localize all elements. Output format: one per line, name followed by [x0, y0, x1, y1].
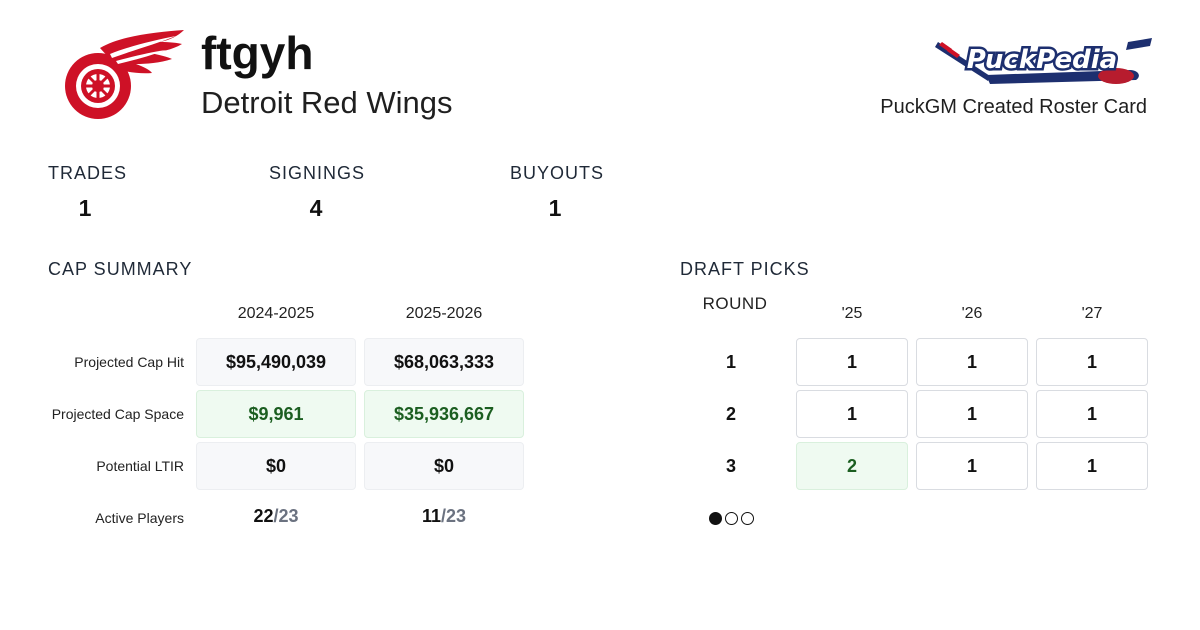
year-header: '27 — [1081, 305, 1103, 322]
cap-hit-label: Projected Cap Hit — [74, 354, 184, 370]
pick-cell: 1 — [916, 442, 1028, 490]
pick-cell: 1 — [1036, 390, 1148, 438]
pick-cell: 1 — [796, 390, 908, 438]
card-label: PuckGM Created Roster Card — [880, 96, 1147, 118]
buyouts-label: BUYOUTS — [510, 163, 605, 183]
ltir-cell: $0 — [196, 442, 356, 490]
season-header: 2024-2025 — [237, 305, 315, 322]
active-players-value: 22/23 — [196, 506, 356, 527]
team-name: Detroit Red Wings — [201, 85, 453, 120]
pick-cell: 1 — [916, 338, 1028, 386]
pick-cell: 1 — [796, 338, 908, 386]
puckpedia-logo-icon: PuckPedia — [935, 38, 1152, 84]
pagination-dot[interactable] — [725, 512, 738, 525]
active-players-max: /23 — [441, 506, 467, 526]
cap-hit-cell: $95,490,039 — [196, 338, 356, 386]
cap-hit-cell: $68,063,333 — [364, 338, 524, 386]
pick-cell: 1 — [1036, 338, 1148, 386]
ltir-label: Potential LTIR — [96, 458, 184, 474]
active-players-value: 11/23 — [364, 506, 524, 527]
active-players-count: 22 — [253, 506, 274, 526]
red-wings-logo-icon — [65, 30, 184, 119]
cap-space-cell: $35,936,667 — [364, 390, 524, 438]
trades-label: TRADES — [48, 163, 128, 183]
cap-space-label: Projected Cap Space — [51, 406, 184, 422]
signings-label: SIGNINGS — [269, 163, 366, 183]
draft-picks-title: DRAFT PICKS — [680, 259, 810, 279]
round-number: 2 — [725, 404, 736, 424]
pick-cell: 1 — [1036, 442, 1148, 490]
pick-cell: 1 — [916, 390, 1028, 438]
cap-summary-title: CAP SUMMARY — [48, 259, 193, 279]
buyouts-value: 1 — [548, 195, 562, 221]
year-header: '25 — [841, 305, 863, 322]
round-number: 3 — [725, 456, 736, 476]
pagination-dots — [709, 512, 754, 525]
pagination-dot-active[interactable] — [709, 512, 722, 525]
active-players-count: 11 — [421, 506, 441, 526]
trades-value: 1 — [78, 195, 92, 221]
signings-value: 4 — [309, 195, 323, 221]
puckpedia-logo-text: PuckPedia — [967, 45, 1117, 75]
round-number: 1 — [725, 352, 736, 372]
roster-name: ftgyh — [201, 27, 314, 79]
year-header: '26 — [961, 305, 983, 322]
round-header: ROUND — [702, 294, 768, 313]
season-header: 2025-2026 — [405, 305, 483, 322]
active-players-max: /23 — [273, 506, 299, 526]
cap-space-cell: $9,961 — [196, 390, 356, 438]
pagination-dot[interactable] — [741, 512, 754, 525]
active-players-label: Active Players — [95, 510, 184, 526]
pick-cell-extra: 2 — [796, 442, 908, 490]
ltir-cell: $0 — [364, 442, 524, 490]
